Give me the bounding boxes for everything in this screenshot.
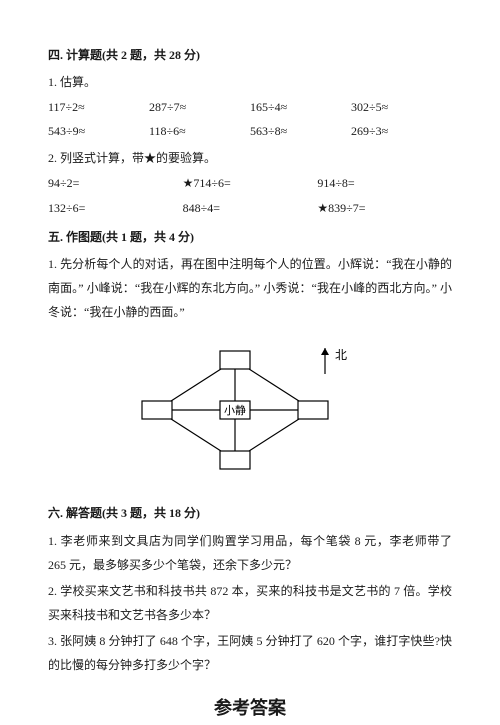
cell: ★839÷7= [317,197,452,220]
cell: 117÷2≈ [48,96,149,119]
cell: 165÷4≈ [250,96,351,119]
cell: 132÷6= [48,197,183,220]
svg-text:北: 北 [335,348,347,362]
diagram-wrap: 小静 北 [48,338,452,488]
cell: 914÷8= [317,172,452,195]
cell: 94÷2= [48,172,183,195]
s6-q1: 1. 李老师来到文具店为同学们购置学习用品，每个笔袋 8 元，李老师带了 265… [48,529,452,577]
s4-q2-title: 2. 列竖式计算，带★的要验算。 [48,147,452,170]
cell: 287÷7≈ [149,96,250,119]
section5-title: 五. 作图题(共 1 题，共 4 分) [48,226,452,249]
s4-q2-row1: 94÷2= ★714÷6= 914÷8= [48,172,452,195]
s4-q1-row1: 117÷2≈ 287÷7≈ 165÷4≈ 302÷5≈ [48,96,452,119]
direction-diagram: 小静 北 [135,338,365,488]
s4-q1-title: 1. 估算。 [48,71,452,94]
cell: 563÷8≈ [250,120,351,143]
svg-text:小静: 小静 [224,403,246,417]
cell: 269÷3≈ [351,120,452,143]
s6-q3: 3. 张阿姨 8 分钟打了 648 个字，王阿姨 5 分钟打了 620 个字，谁… [48,629,452,677]
answer-title: 参考答案 [48,691,452,725]
s5-q1-para: 1. 先分析每个人的对话，再在图中注明每个人的位置。小辉说：“我在小静的南面。”… [48,252,452,324]
cell: 118÷6≈ [149,120,250,143]
cell: ★714÷6= [183,172,318,195]
cell: 848÷4= [183,197,318,220]
s4-q1-row2: 543÷9≈ 118÷6≈ 563÷8≈ 269÷3≈ [48,120,452,143]
cell: 543÷9≈ [48,120,149,143]
cell: 302÷5≈ [351,96,452,119]
section6-title: 六. 解答题(共 3 题，共 18 分) [48,502,452,525]
section4-title: 四. 计算题(共 2 题，共 28 分) [48,44,452,67]
s6-q2: 2. 学校买来文艺书和科技书共 872 本，买来的科技书是文艺书的 7 倍。学校… [48,579,452,627]
s4-q2-row2: 132÷6= 848÷4= ★839÷7= [48,197,452,220]
